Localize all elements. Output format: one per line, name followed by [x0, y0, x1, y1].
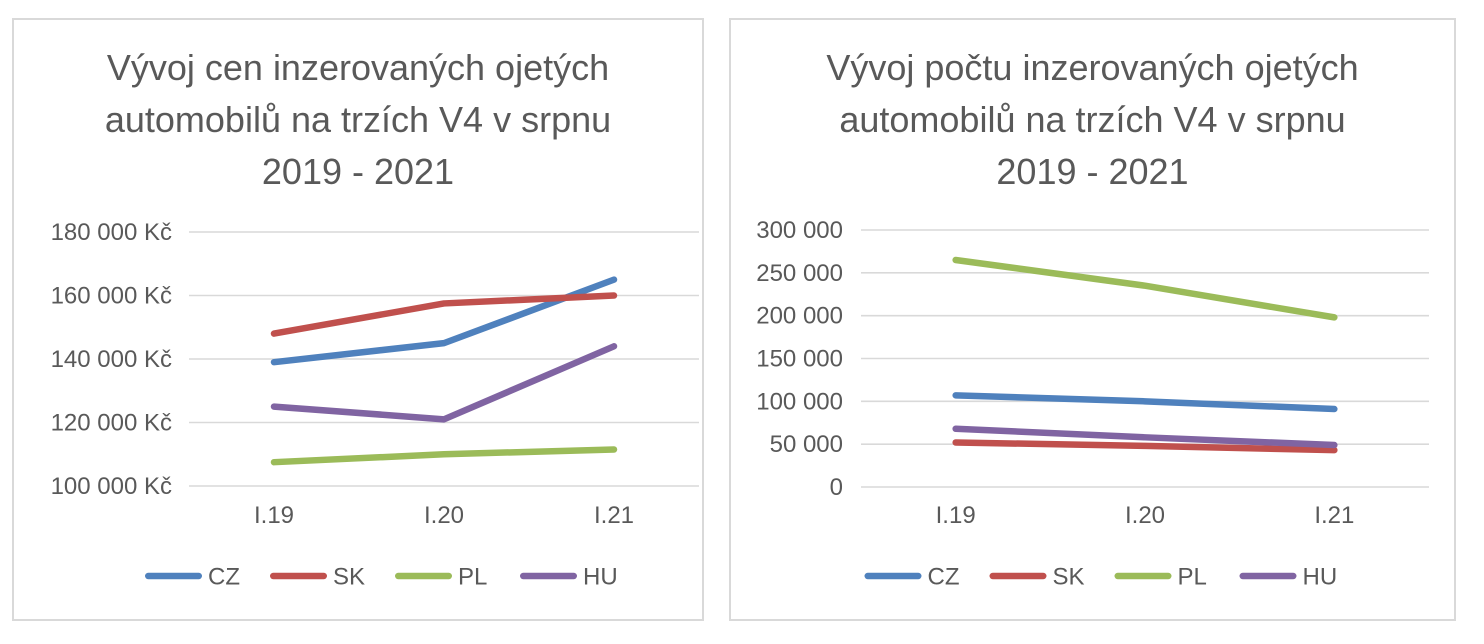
- y-axis-label: 100 000: [756, 388, 843, 415]
- series-line-CZ: [952, 392, 1338, 413]
- count-chart-plot: 0 50 000 100 000 150 000 200 000 250 000 300 0…: [756, 217, 1429, 591]
- legend-swatch-SK: [270, 572, 327, 580]
- legend-swatch-PL: [395, 572, 452, 580]
- price-chart-title: Vývoj cen inzerovaných ojetých automobil…: [14, 42, 702, 198]
- series-line-HU: [270, 343, 618, 423]
- legend-label-PL: PL: [1178, 564, 1207, 591]
- series-line-CZ: [270, 276, 618, 366]
- x-axis-label: I.21: [1314, 502, 1354, 529]
- y-axis-label: 180 000 Kč: [51, 219, 172, 246]
- y-axis-label: 200 000: [756, 303, 843, 330]
- legend-label-PL: PL: [458, 564, 487, 591]
- y-axis-label: 160 000 Kč: [51, 283, 172, 310]
- count-chart-panel: Vývoj počtu inzerovaných ojetých automob…: [729, 18, 1456, 621]
- legend-swatch-HU: [1239, 572, 1297, 580]
- series-line-SK: [952, 439, 1338, 454]
- y-axis-label: 120 000 Kč: [51, 410, 172, 437]
- series-line-SK: [270, 292, 618, 337]
- y-axis-label: 150 000: [756, 346, 843, 373]
- legend-swatch-CZ: [145, 572, 202, 580]
- legend-swatch-SK: [989, 572, 1047, 580]
- chart-title-line: Vývoj počtu inzerovaných ojetých: [826, 47, 1359, 88]
- x-axis-label: I.19: [254, 502, 294, 529]
- price-chart-plot: 100 000 Kč 120 000 Kč 140 000 Kč 160 000 Kč…: [51, 219, 699, 591]
- price-chart-panel: Vývoj cen inzerovaných ojetých automobil…: [12, 18, 704, 621]
- y-axis-label: 140 000 Kč: [51, 346, 172, 373]
- x-axis-label: I.21: [594, 502, 634, 529]
- chart-title-line: 2019 - 2021: [996, 151, 1189, 192]
- y-axis-label: 300 000: [756, 217, 843, 244]
- x-axis-label: I.19: [936, 502, 976, 529]
- chart-title-line: automobilů na trzích V4 v srpnu: [839, 99, 1346, 140]
- y-axis-label: 0: [830, 474, 843, 501]
- legend-label-CZ: CZ: [208, 564, 240, 591]
- series-line-PL: [270, 446, 618, 466]
- y-axis-label: 250 000: [756, 260, 843, 287]
- y-axis-label: 100 000 Kč: [51, 473, 172, 500]
- x-axis-label: I.20: [1125, 502, 1165, 529]
- legend-swatch-HU: [520, 572, 577, 580]
- legend-swatch-PL: [1114, 572, 1172, 580]
- y-axis-label: 50 000: [770, 431, 843, 458]
- legend-label-CZ: CZ: [928, 564, 960, 591]
- count-chart-title: Vývoj počtu inzerovaných ojetých automob…: [731, 42, 1454, 198]
- legend-label-HU: HU: [1303, 564, 1338, 591]
- x-axis-label: I.20: [424, 502, 464, 529]
- legend-swatch-CZ: [864, 572, 922, 580]
- chart-title-line: Vývoj cen inzerovaných ojetých: [106, 47, 610, 88]
- legend-label-SK: SK: [333, 564, 365, 591]
- chart-title-line: 2019 - 2021: [261, 151, 455, 192]
- series-line-HU: [952, 425, 1338, 449]
- legend-label-SK: SK: [1053, 564, 1085, 591]
- legend-label-HU: HU: [583, 564, 618, 591]
- chart-title-line: automobilů na trzích V4 v srpnu: [104, 99, 612, 140]
- series-line-PL: [952, 256, 1338, 321]
